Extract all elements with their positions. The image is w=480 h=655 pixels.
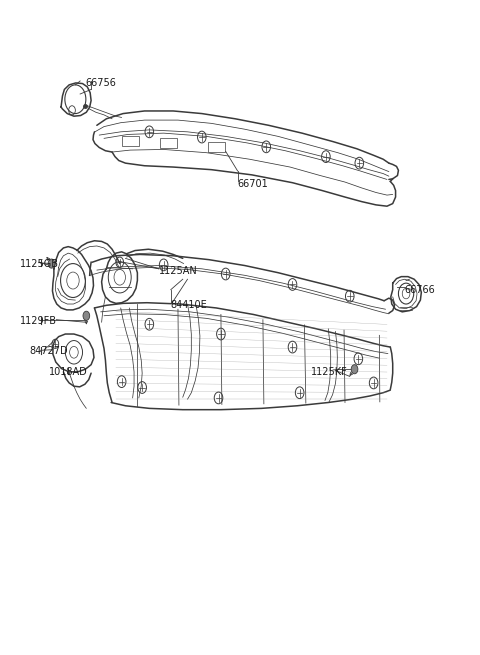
- Circle shape: [351, 365, 358, 374]
- Text: 1125KF: 1125KF: [311, 367, 348, 377]
- Text: 66766: 66766: [405, 285, 435, 295]
- Text: 84727D: 84727D: [29, 346, 68, 356]
- Circle shape: [83, 311, 90, 320]
- Bar: [160, 138, 177, 148]
- Text: 1125GB: 1125GB: [20, 259, 59, 269]
- Text: 66701: 66701: [238, 179, 268, 189]
- Text: 84410E: 84410E: [171, 300, 207, 310]
- Text: 1125AN: 1125AN: [159, 267, 198, 276]
- Bar: [207, 141, 225, 152]
- Text: 1129FB: 1129FB: [20, 316, 57, 326]
- Bar: [121, 136, 139, 146]
- Circle shape: [48, 259, 55, 268]
- Text: 1018AD: 1018AD: [49, 367, 88, 377]
- Text: 66756: 66756: [85, 78, 116, 88]
